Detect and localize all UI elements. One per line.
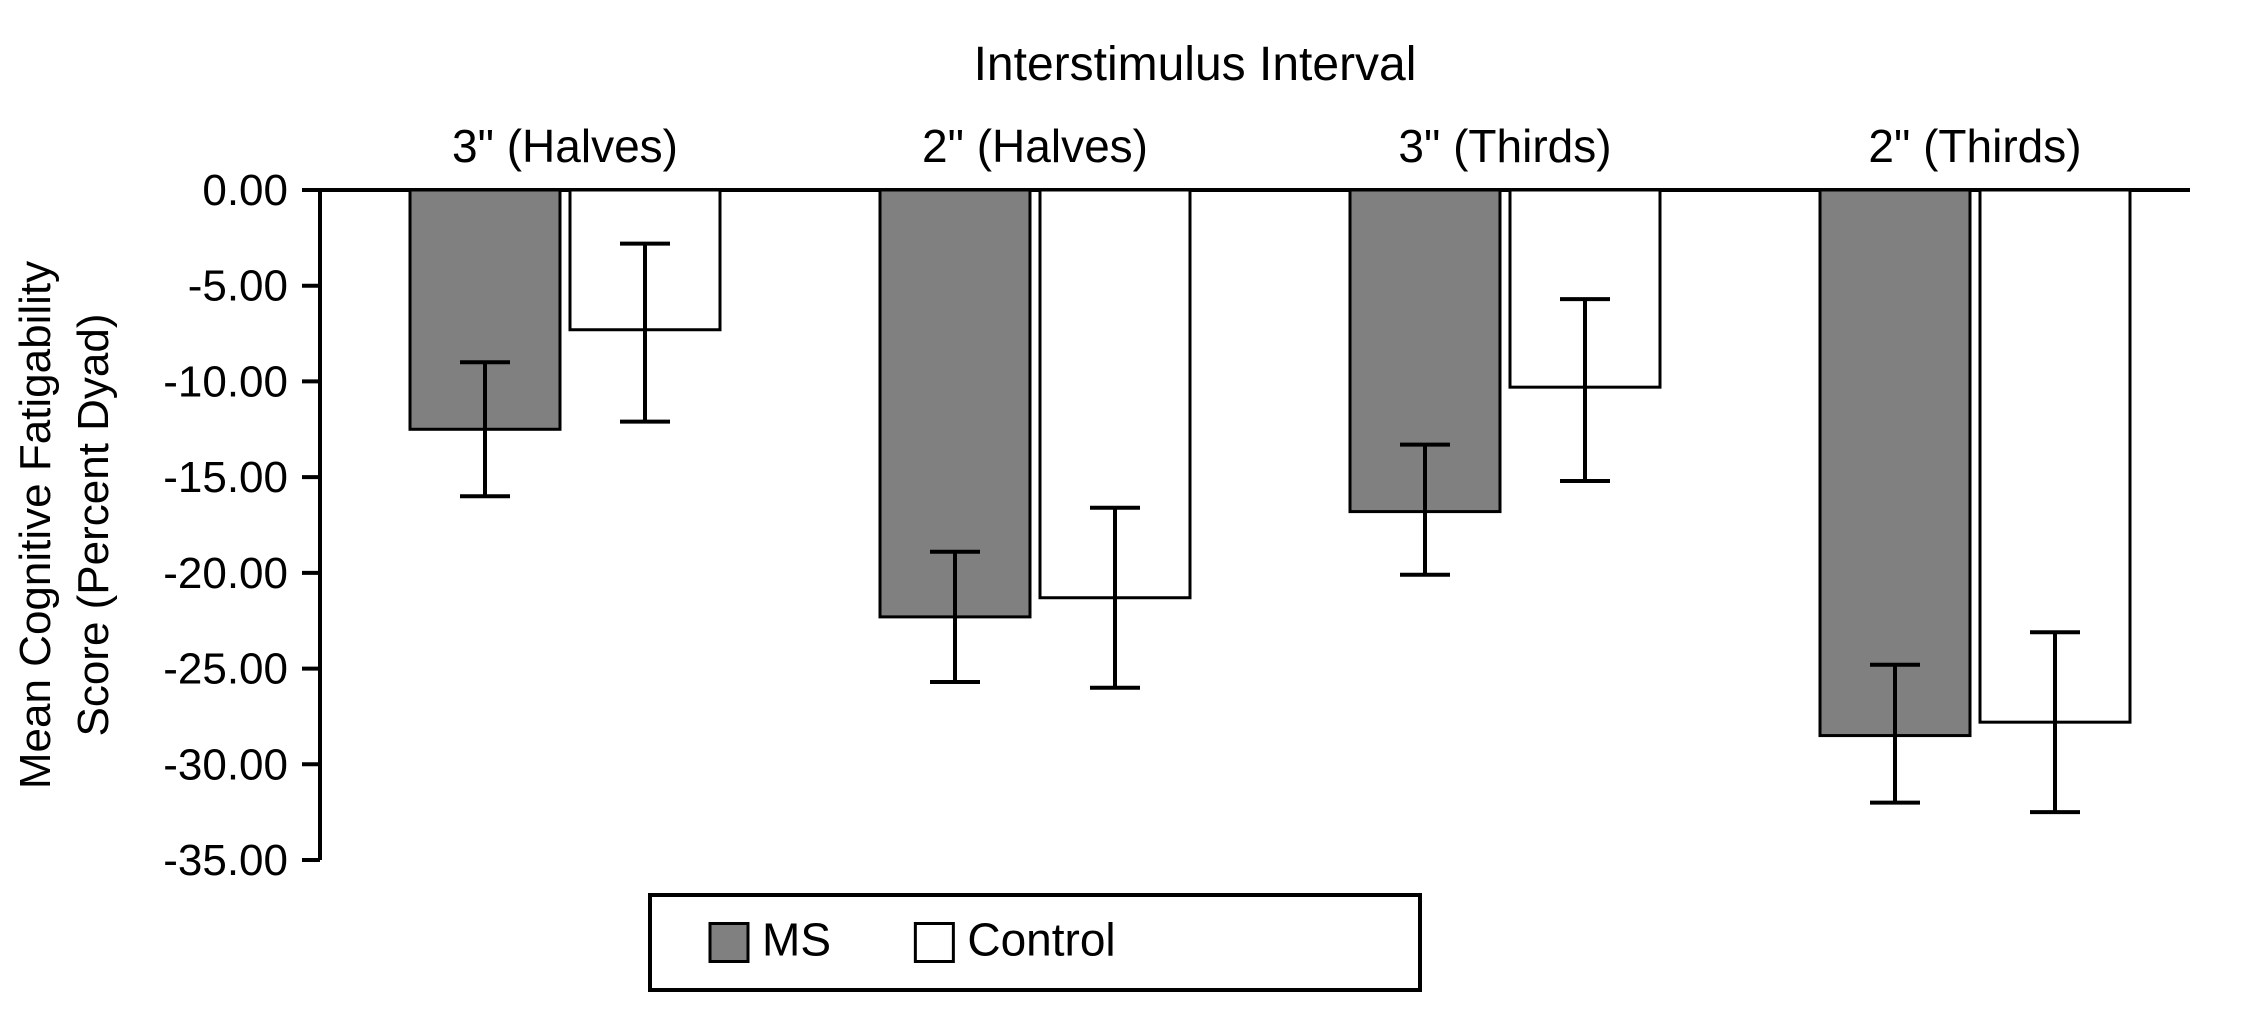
bar-ms: [1820, 190, 1970, 736]
category-label: 2" (Halves): [922, 120, 1148, 172]
y-tick-label: -35.00: [163, 836, 288, 885]
legend-swatch: [915, 924, 953, 962]
y-axis-label-line1: Mean Cognitive Fatigability: [11, 261, 60, 789]
legend-swatch: [710, 924, 748, 962]
y-tick-label: -5.00: [188, 262, 288, 311]
y-tick-label: -30.00: [163, 740, 288, 789]
category-label: 3" (Thirds): [1398, 120, 1611, 172]
legend-label: Control: [967, 914, 1115, 966]
y-tick-label: -15.00: [163, 453, 288, 502]
chart-title: Interstimulus Interval: [974, 38, 1417, 91]
y-axis-label: Mean Cognitive FatigabilityScore (Percen…: [11, 261, 118, 789]
y-tick-label: -20.00: [163, 549, 288, 598]
y-tick-label: -25.00: [163, 645, 288, 694]
category-label: 3" (Halves): [452, 120, 678, 172]
y-axis-label-line2: Score (Percent Dyad): [69, 313, 118, 736]
y-tick-label: 0.00: [202, 166, 288, 215]
legend-label: MS: [762, 914, 831, 966]
category-label: 2" (Thirds): [1868, 120, 2081, 172]
y-tick-label: -10.00: [163, 357, 288, 406]
